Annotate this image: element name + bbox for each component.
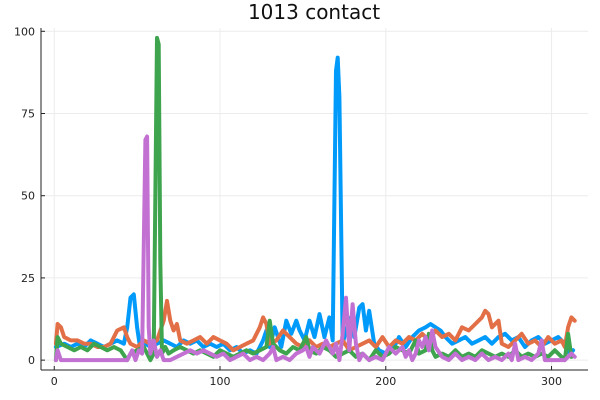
x-tick-label: 0	[51, 375, 58, 388]
y-tick-label: 25	[21, 272, 35, 285]
chart-title: 1013 contact	[248, 0, 380, 24]
y-tick-label: 100	[14, 25, 35, 38]
x-tick-label: 100	[210, 375, 231, 388]
y-tick-label: 50	[21, 190, 35, 203]
x-tick-label: 200	[375, 375, 396, 388]
tick-labels: 0 100 200 300 0 25 50 75 100	[14, 25, 562, 388]
series-line-3	[53, 35, 574, 363]
y-tick-label: 0	[28, 354, 35, 367]
series-line-1	[53, 55, 576, 356]
series-line-4	[53, 134, 577, 363]
series-group	[53, 35, 577, 363]
x-tick-label: 300	[541, 375, 562, 388]
axes	[40, 28, 588, 371]
grid	[41, 28, 588, 370]
y-tick-label: 75	[21, 108, 35, 121]
